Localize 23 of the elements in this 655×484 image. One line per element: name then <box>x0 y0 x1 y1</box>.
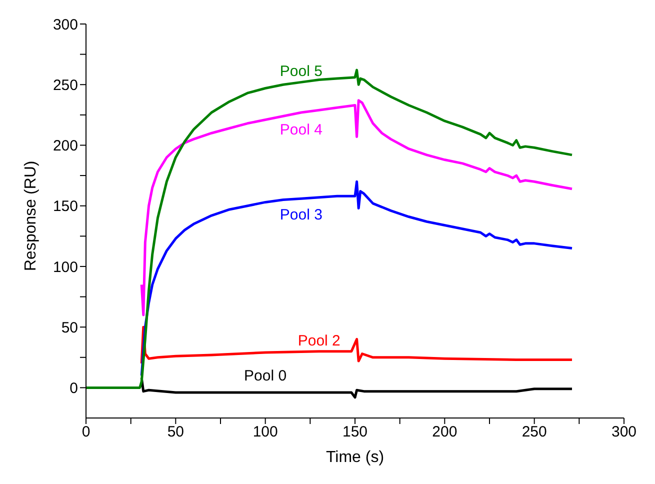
y-tick-label: 50 <box>61 319 78 336</box>
y-tick-label: 150 <box>52 198 78 216</box>
series-label: Pool 4 <box>280 121 322 138</box>
line-series <box>140 99 574 316</box>
y-tick-label: 0 <box>70 380 78 398</box>
y-tick-label: 200 <box>52 138 78 155</box>
y-tick-label: 250 <box>52 76 78 94</box>
series-label: Pool 5 <box>280 63 322 80</box>
x-tick-label: 150 <box>342 424 368 441</box>
series-label: Pool 2 <box>298 332 340 350</box>
x-tick-label: 250 <box>522 424 547 441</box>
series-label: Pool 3 <box>280 206 322 224</box>
x-tick-label: 300 <box>611 424 637 441</box>
y-tick-label: 100 <box>52 258 78 276</box>
x-tick-label: 200 <box>432 424 458 441</box>
x-tick-label: 100 <box>252 424 278 441</box>
x-tick-label: 0 <box>82 424 90 441</box>
x-axis-title: Time (s) <box>326 449 384 466</box>
line-series <box>140 326 574 365</box>
y-tick-label: 300 <box>52 16 78 34</box>
x-tick-label: 50 <box>167 424 184 441</box>
series-label: Pool 0 <box>244 368 287 385</box>
y-axis-title: Response (RU) <box>22 160 40 271</box>
